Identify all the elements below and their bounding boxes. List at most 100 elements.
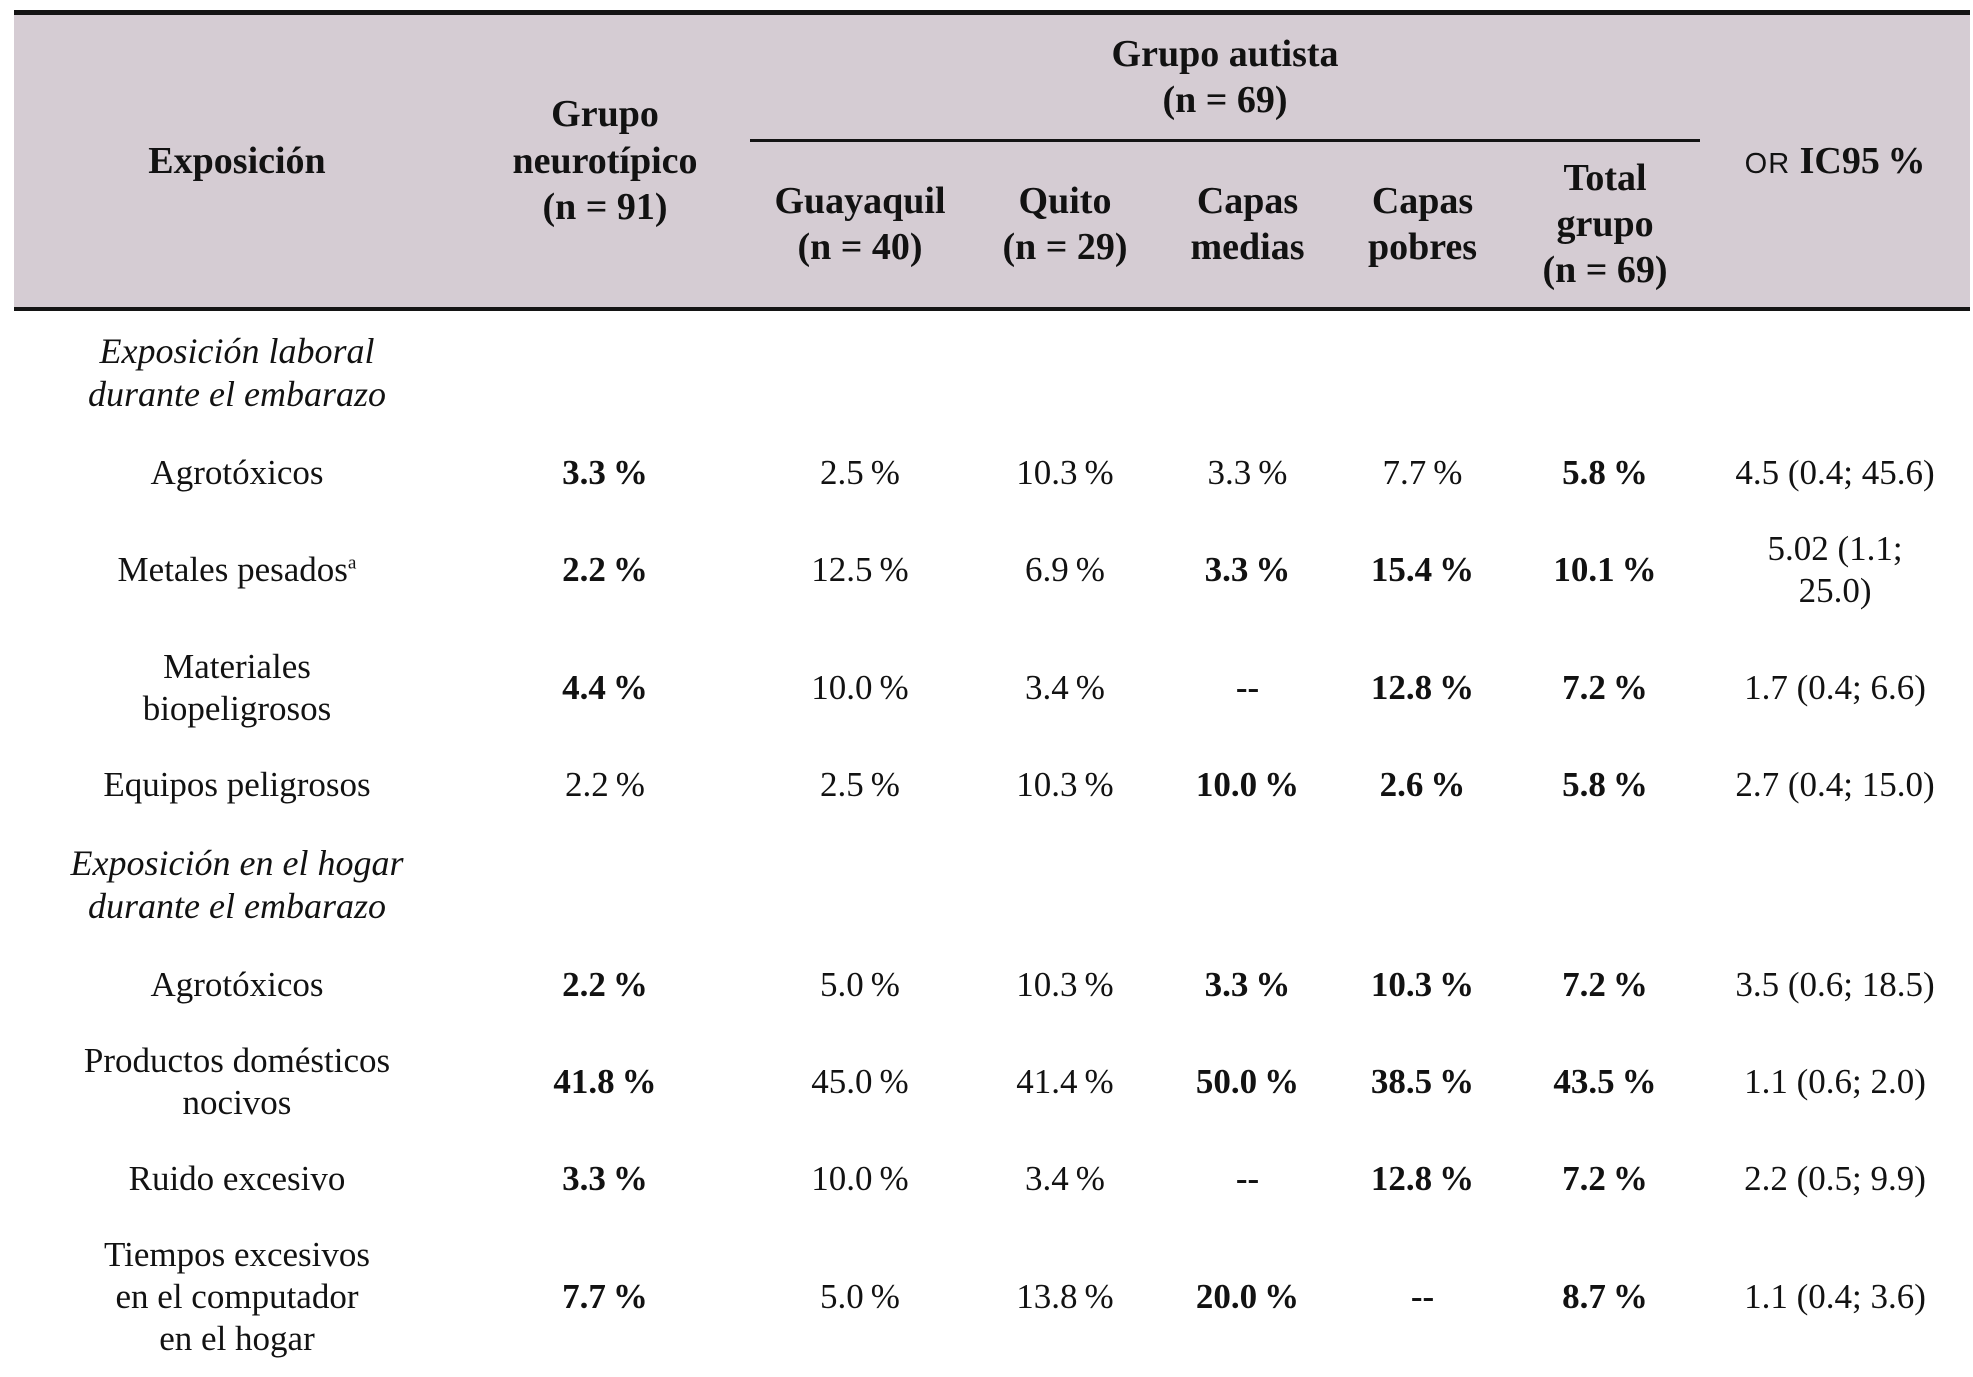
section-row-label: Exposición laboral durante el embarazo: [88, 330, 386, 414]
cell-quito: 10.3 %: [1016, 965, 1114, 1005]
cell-total-grupo: 43.5 %: [1553, 1062, 1657, 1102]
cell-or-ic95: 1.1 (0.6; 2.0): [1744, 1062, 1926, 1102]
ic95-label: IC95 %: [1799, 139, 1926, 182]
cell-neurotipico: 2.2 %: [565, 764, 645, 804]
row-label: Agrotóxicos: [150, 965, 324, 1005]
cell-guayaquil: 2.5 %: [820, 764, 900, 804]
empty-cell: [1335, 823, 1510, 947]
section-row: Exposición en el hogar durante el embara…: [14, 823, 1970, 947]
cell-quito: 41.4 %: [1016, 1062, 1114, 1102]
cell-neurotipico: 4.4 %: [562, 667, 648, 707]
empty-cell: [750, 309, 970, 435]
cell-capas-pobres: 10.3 %: [1370, 965, 1475, 1005]
cell-quito: 10.3 %: [1016, 452, 1114, 492]
cell-capas-pobres: 15.4 %: [1370, 549, 1475, 589]
empty-cell: [460, 309, 750, 435]
cell-capas-medias: 3.3 %: [1204, 965, 1291, 1005]
cell-capas-pobres: 12.8 %: [1370, 1159, 1475, 1199]
cell-capas-medias: 20.0 %: [1195, 1277, 1300, 1317]
cell-capas-medias: --: [1235, 1159, 1260, 1199]
cell-capas-medias: --: [1235, 667, 1260, 707]
cell-capas-medias: 10.0 %: [1195, 764, 1300, 804]
cell-total-grupo: 8.7 %: [1562, 1277, 1648, 1317]
row-label: Equipos peligrosos: [103, 764, 371, 804]
footnote-marker: a: [347, 552, 357, 574]
empty-cell: [750, 823, 970, 947]
section-row-label: Exposición en el hogar durante el embara…: [70, 842, 404, 927]
table-row: Equipos peligrosos 2.2 % 2.5 % 10.3 % 10.0 %…: [14, 747, 1970, 823]
empty-cell: [1510, 309, 1700, 435]
cell-capas-pobres: 7.7 %: [1382, 452, 1463, 492]
cell-total-grupo: 5.8 %: [1562, 764, 1648, 804]
header-capas-pobres: Capas pobres: [1335, 140, 1510, 311]
cell-capas-pobres: 38.5 %: [1370, 1062, 1475, 1102]
row-label: Metales pesadosa: [117, 549, 357, 589]
header-quito: Quito (n = 29): [970, 140, 1160, 311]
empty-cell: [1160, 309, 1335, 435]
row-label: Productos domésticos nocivos: [83, 1041, 391, 1123]
cell-total-grupo: 5.8 %: [1562, 452, 1648, 492]
table-body: Exposición laboral durante el embarazo Ag…: [14, 309, 1970, 1377]
cell-capas-pobres: 12.8 %: [1370, 667, 1475, 707]
cell-or-ic95: 2.7 (0.4; 15.0): [1735, 764, 1935, 804]
cell-neurotipico: 3.3 %: [562, 1159, 648, 1199]
cell-or-ic95: 1.1 (0.4; 3.6): [1744, 1277, 1926, 1317]
row-label: Tiempos excesivos en el computador en el…: [103, 1235, 371, 1359]
table-row: Tiempos excesivos en el computador en el…: [14, 1217, 1970, 1377]
cell-quito: 6.9 %: [1025, 549, 1105, 589]
cell-guayaquil: 2.5 %: [820, 452, 900, 492]
table-row: Agrotóxicos 3.3 % 2.5 % 10.3 % 3.3 % 7.7 % 5.8…: [14, 435, 1970, 511]
or-label: OR: [1744, 147, 1791, 180]
cell-quito: 10.3 %: [1016, 764, 1114, 804]
empty-cell: [970, 823, 1160, 947]
row-label: Materiales biopeligrosos: [142, 646, 332, 728]
header-grupo-autista-spanner: Grupo autista (n = 69): [750, 12, 1701, 142]
empty-cell: [1160, 823, 1335, 947]
cell-capas-medias: 50.0 %: [1195, 1062, 1300, 1102]
cell-guayaquil: 10.0 %: [811, 667, 909, 707]
header-row-2: Guayaquil (n = 40) Quito (n = 29) Capas …: [14, 140, 1970, 311]
exposure-table: Exposición Grupo neurotípico (n = 91) Gr…: [14, 10, 1971, 1377]
cell-or-ic95: 3.5 (0.6; 18.5): [1735, 965, 1935, 1005]
row-label: Agrotóxicos: [150, 452, 324, 492]
table-header: Exposición Grupo neurotípico (n = 91) Gr…: [14, 12, 1971, 311]
cell-total-grupo: 7.2 %: [1562, 1159, 1648, 1199]
header-capas-medias: Capas medias: [1160, 140, 1335, 311]
header-exposicion: Exposición: [14, 12, 460, 311]
empty-cell: [1700, 823, 1970, 947]
table-row: Ruido excesivo 3.3 % 10.0 % 3.4 % -- 12.8 % 7.…: [14, 1141, 1970, 1217]
header-total-grupo: Total grupo (n = 69): [1510, 140, 1701, 311]
cell-quito: 3.4 %: [1025, 1159, 1105, 1199]
cell-quito: 3.4 %: [1025, 667, 1105, 707]
table-row: Metales pesadosa 2.2 % 12.5 % 6.9 % 3.3 % 15.…: [14, 511, 1970, 629]
section-row: Exposición laboral durante el embarazo: [14, 309, 1970, 435]
table-row: Productos domésticos nocivos 41.8 % 45.0 %…: [14, 1023, 1970, 1141]
header-row-1: Exposición Grupo neurotípico (n = 91) Gr…: [14, 12, 1971, 311]
empty-cell: [1335, 309, 1510, 435]
cell-neurotipico: 2.2 %: [562, 549, 648, 589]
cell-neurotipico: 2.2 %: [562, 965, 648, 1005]
cell-capas-pobres: 2.6 %: [1379, 764, 1466, 804]
cell-guayaquil: 5.0 %: [820, 965, 900, 1005]
cell-or-ic95: 5.02 (1.1; 25.0): [1767, 528, 1903, 610]
cell-total-grupo: 10.1 %: [1553, 549, 1657, 589]
empty-cell: [1700, 309, 1970, 435]
cell-capas-pobres: --: [1410, 1277, 1435, 1317]
cell-guayaquil: 12.5 %: [811, 549, 909, 589]
table-row: Agrotóxicos 2.2 % 5.0 % 10.3 % 3.3 % 10.3 % 7.…: [14, 947, 1970, 1023]
cell-guayaquil: 45.0 %: [811, 1062, 909, 1102]
cell-or-ic95: 1.7 (0.4; 6.6): [1744, 667, 1926, 707]
cell-capas-medias: 3.3 %: [1207, 452, 1288, 492]
cell-neurotipico: 7.7 %: [562, 1277, 648, 1317]
cell-quito: 13.8 %: [1016, 1277, 1114, 1317]
empty-cell: [460, 823, 750, 947]
table-row: Materiales biopeligrosos 4.4 % 10.0 % 3.4 %…: [14, 629, 1970, 747]
cell-or-ic95: 4.5 (0.4; 45.6): [1735, 452, 1935, 492]
header-or-ic95: OR IC95 %: [1700, 12, 1971, 311]
row-label: Ruido excesivo: [128, 1159, 346, 1199]
cell-capas-medias: 3.3 %: [1204, 549, 1291, 589]
cell-guayaquil: 5.0 %: [820, 1277, 900, 1317]
cell-total-grupo: 7.2 %: [1562, 667, 1648, 707]
header-grupo-neurotipico: Grupo neurotípico (n = 91): [460, 12, 750, 311]
cell-neurotipico: 41.8 %: [553, 1062, 657, 1102]
